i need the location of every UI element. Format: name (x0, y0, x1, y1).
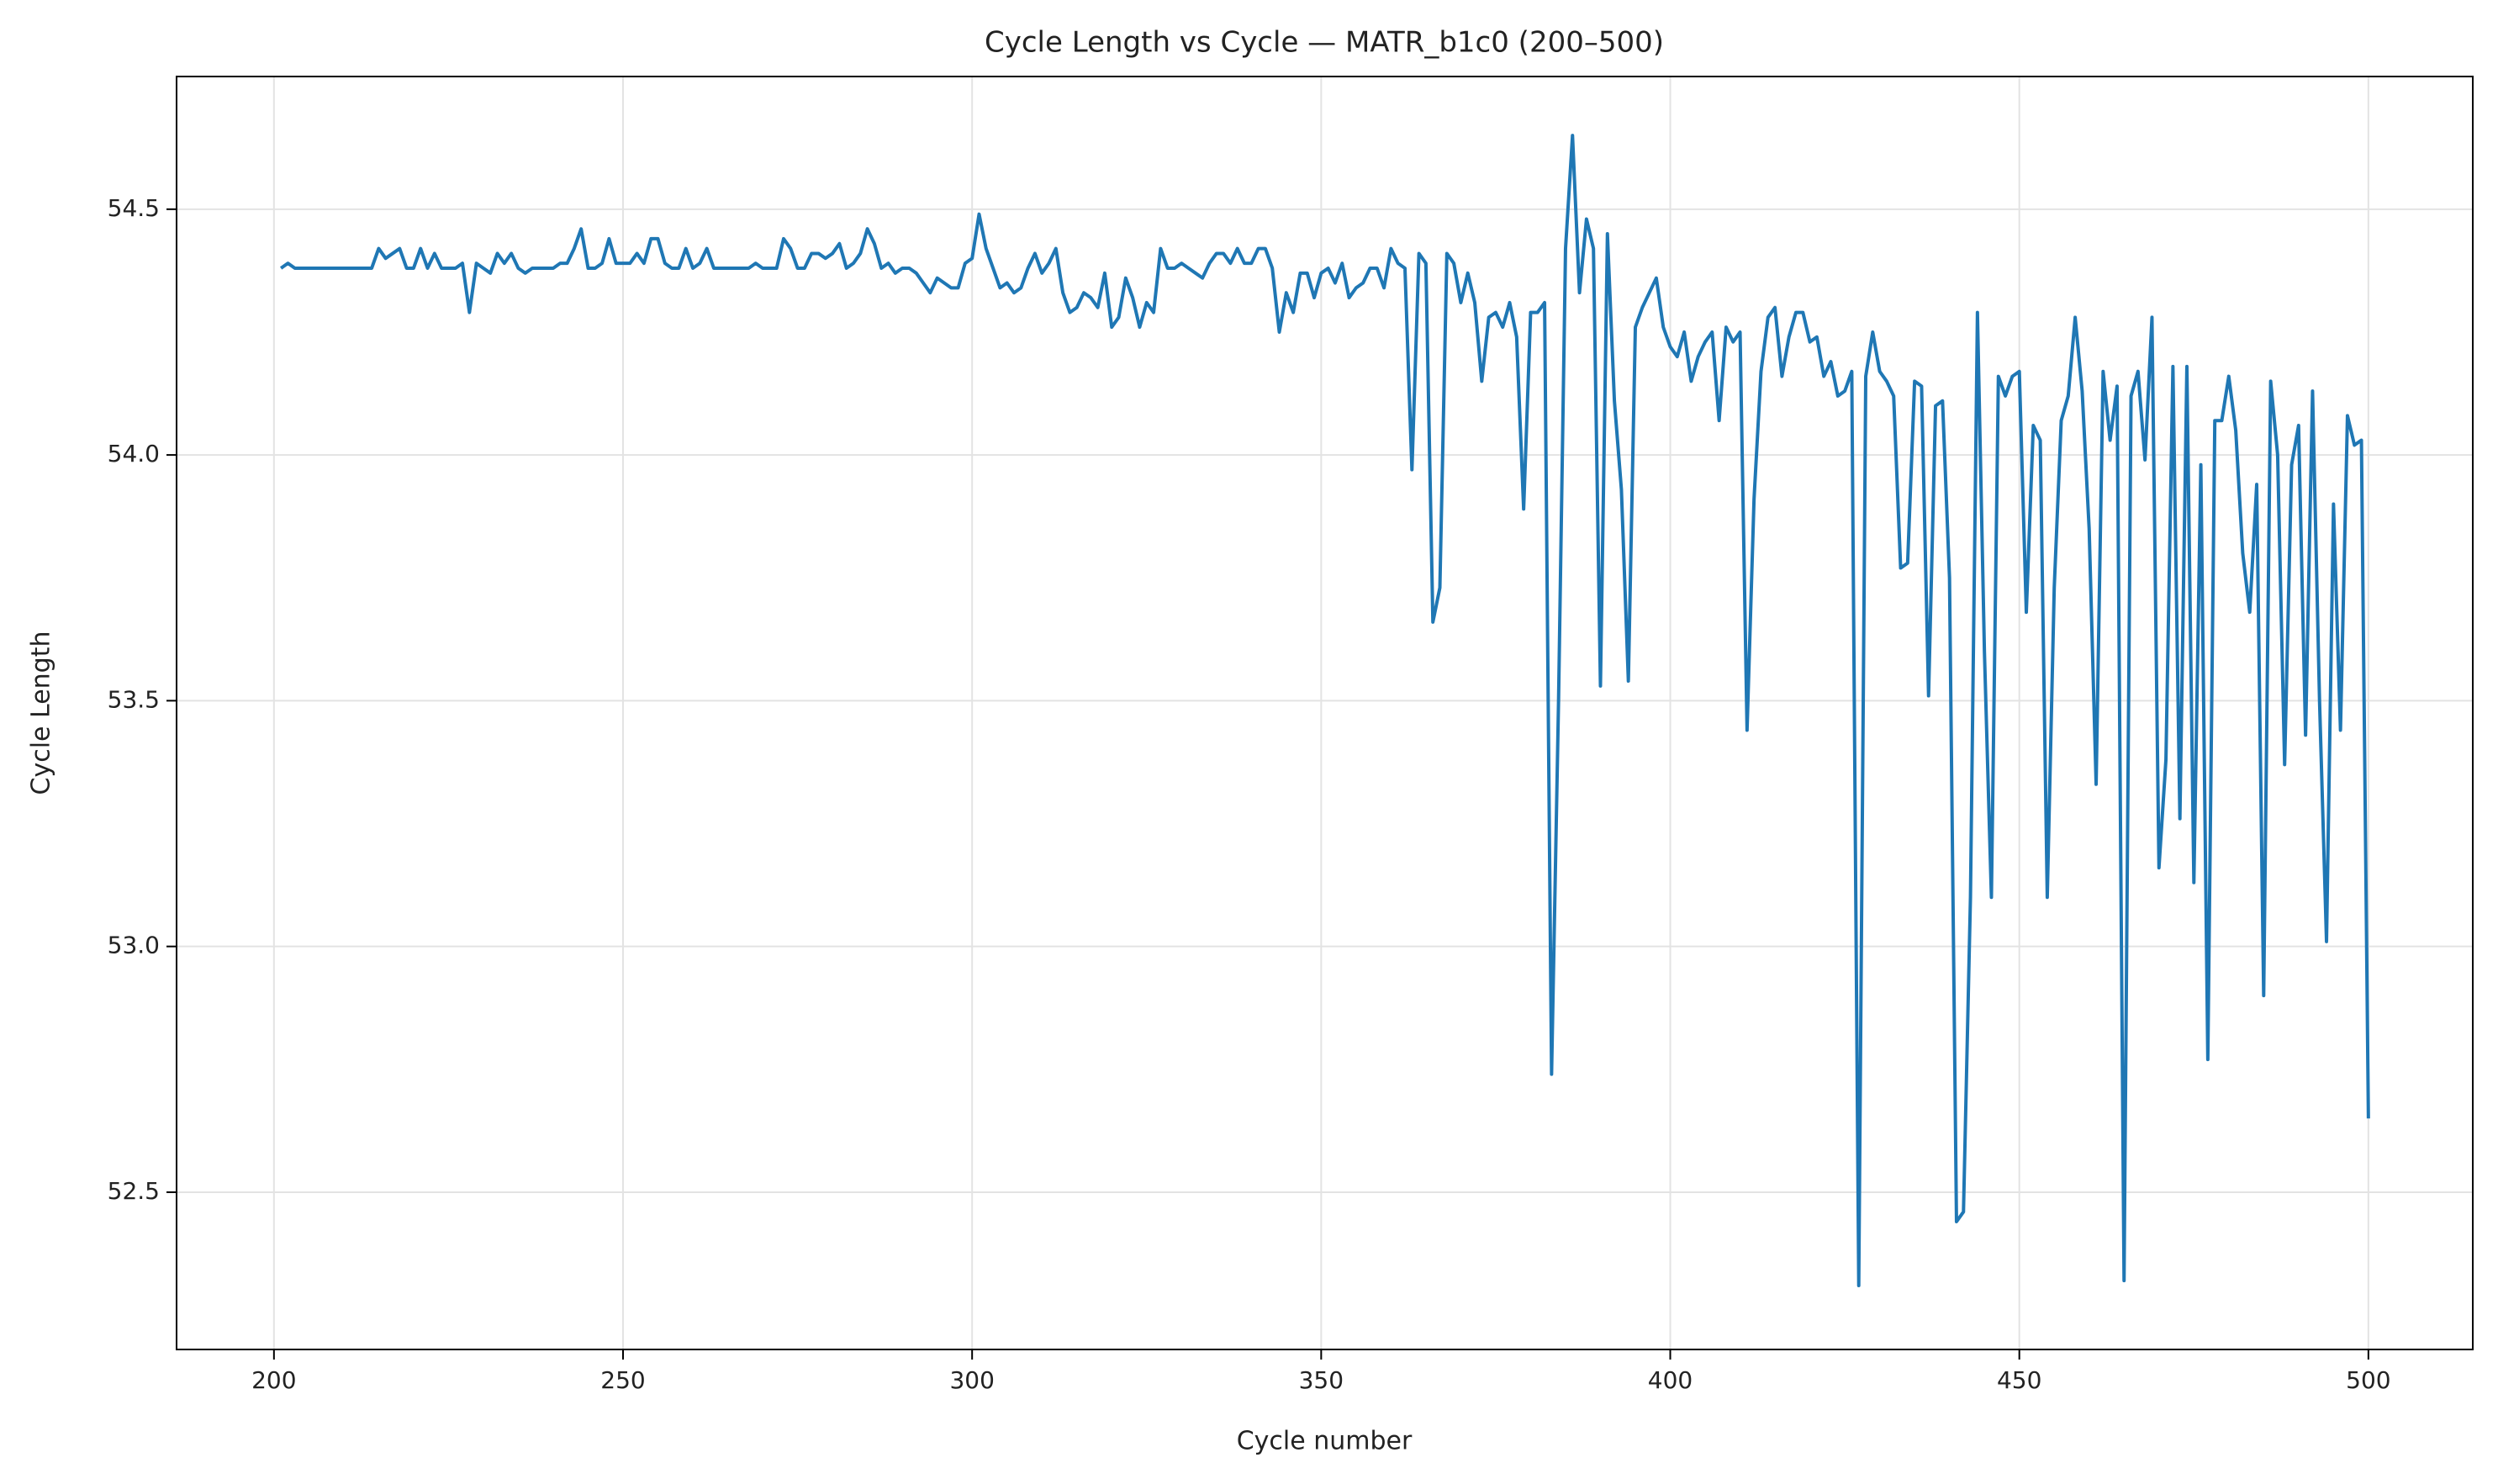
data-line (279, 134, 2370, 1288)
x-tick-label: 300 (949, 1366, 994, 1394)
x-tick-label: 250 (600, 1366, 645, 1394)
y-tick-label: 53.5 (108, 685, 160, 713)
plot-frame (176, 76, 2474, 1350)
x-axis-label: Cycle number (1237, 1427, 1413, 1456)
y-tick-label: 54.5 (108, 194, 160, 222)
y-tick-label: 52.5 (108, 1177, 160, 1205)
x-tick-label: 450 (1997, 1366, 2041, 1394)
chart-title: Cycle Length vs Cycle — MATR_b1c0 (200–5… (985, 26, 1664, 60)
y-tick-label: 53.0 (108, 932, 160, 959)
y-tick-label: 54.0 (108, 440, 160, 467)
x-tick-label: 350 (1299, 1366, 1344, 1394)
x-tick-label: 200 (251, 1366, 296, 1394)
x-tick-label: 500 (2346, 1366, 2390, 1394)
x-tick-label: 400 (1648, 1366, 1693, 1394)
y-axis-label: Cycle Length (27, 631, 56, 795)
